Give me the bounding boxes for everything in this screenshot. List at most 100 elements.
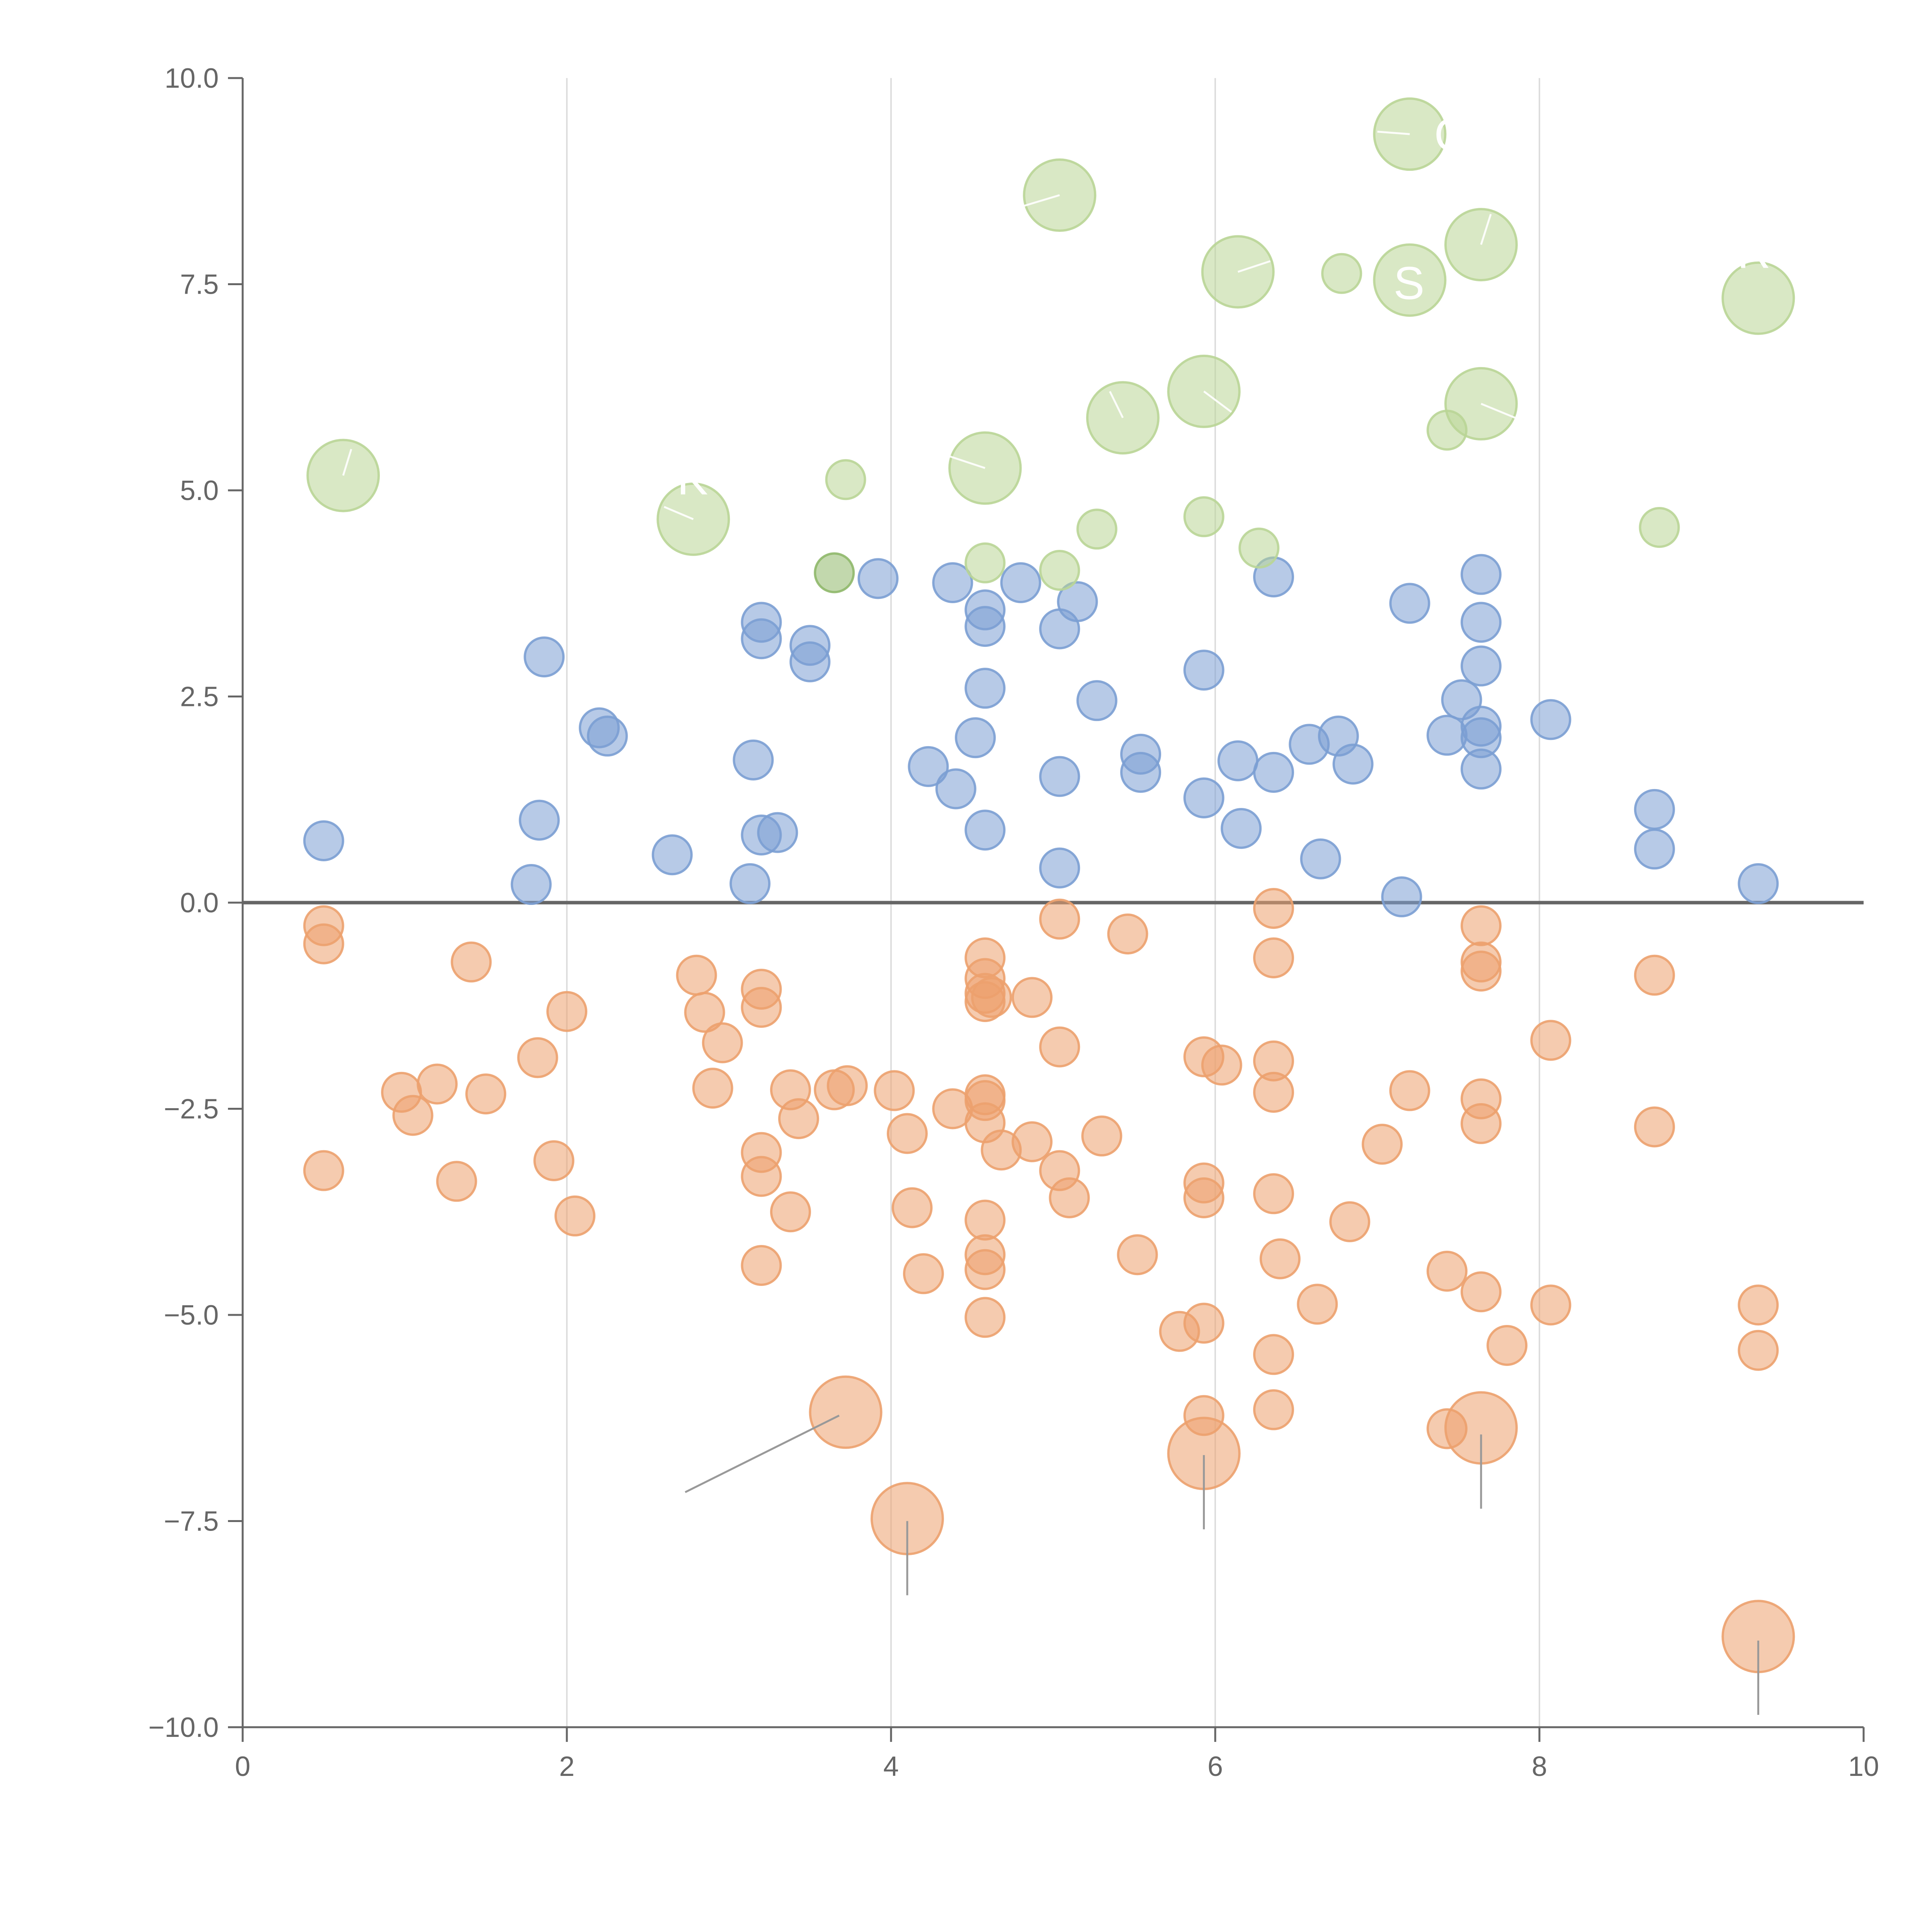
y-tick-label: 7.5 — [180, 269, 219, 300]
blue-point — [964, 606, 1006, 647]
orange-point — [964, 1249, 1006, 1290]
leader-line — [1203, 390, 1232, 413]
y-tick-label: 5.0 — [180, 475, 219, 506]
orange-point — [1039, 1026, 1080, 1068]
green-point — [1076, 509, 1117, 550]
annotation-label: C — [1434, 109, 1468, 161]
orange-point — [1460, 1103, 1502, 1144]
x-tick-label: 10 — [1848, 1751, 1879, 1782]
orange-point — [770, 1191, 811, 1233]
green-point — [1039, 549, 1080, 591]
blue-point — [519, 799, 560, 841]
orange-point — [1081, 1115, 1122, 1156]
blue-point — [651, 834, 693, 876]
blue-point — [733, 739, 774, 781]
blue-point — [1381, 876, 1422, 918]
orange-point — [1530, 1020, 1571, 1061]
green-point — [1426, 410, 1468, 451]
orange-point — [554, 1195, 595, 1236]
blue-point — [1460, 554, 1502, 595]
blue-point — [1000, 562, 1041, 604]
leader-line — [1109, 391, 1124, 418]
orange-point — [827, 1065, 868, 1106]
blue-point — [1460, 748, 1502, 790]
annotation-labels: C S R K — [677, 109, 1770, 505]
orange-point — [1049, 1177, 1090, 1218]
orange-point — [465, 1073, 507, 1115]
orange-point — [741, 1156, 782, 1197]
blue-point — [730, 863, 771, 904]
orange-point — [303, 923, 344, 964]
data-points — [303, 97, 1795, 1673]
blue-point — [1426, 714, 1468, 756]
orange-point — [702, 1022, 743, 1063]
leader-line — [947, 454, 986, 469]
orange-point — [1253, 1334, 1294, 1375]
orange-point — [1460, 1271, 1502, 1313]
leader-line — [1480, 214, 1492, 245]
annotation-label: S — [1393, 257, 1424, 309]
orange-point — [1253, 888, 1294, 929]
orange-point — [1107, 913, 1148, 955]
orange-point — [451, 941, 492, 983]
blue-point — [303, 820, 344, 861]
blue-point — [1389, 583, 1430, 624]
blue-point — [757, 812, 798, 853]
blue-point — [1076, 680, 1117, 721]
blue-point — [857, 558, 899, 599]
orange-point — [392, 1095, 434, 1136]
orange-point — [886, 1113, 928, 1154]
orange-point — [1039, 898, 1080, 940]
blue-point — [1738, 863, 1779, 904]
blue-point — [1039, 847, 1080, 889]
annotation-label: K — [677, 453, 708, 505]
orange-point — [1460, 951, 1502, 992]
orange-point — [1389, 1070, 1430, 1111]
orange-point — [971, 977, 1012, 1018]
blue-point — [1460, 645, 1502, 687]
leader-lines — [342, 131, 1759, 1715]
y-tick-label: −10.0 — [148, 1712, 219, 1743]
orange-point — [1253, 1071, 1294, 1113]
orange-point — [874, 1070, 915, 1111]
orange-point — [1183, 1177, 1225, 1218]
green-point — [825, 459, 866, 500]
orange-point — [1253, 1173, 1294, 1214]
blue-point — [1300, 838, 1341, 879]
blue-point — [1039, 756, 1080, 797]
blue-point — [1634, 789, 1675, 830]
leader-line — [1024, 194, 1060, 207]
blue-point — [1221, 808, 1262, 849]
orange-point — [1426, 1250, 1468, 1292]
orange-point — [517, 1037, 558, 1078]
orange-point — [741, 1245, 782, 1286]
orange-point — [903, 1253, 944, 1294]
orange-point — [778, 1098, 819, 1139]
blue-point — [789, 641, 831, 682]
green-point — [1183, 496, 1225, 537]
leader-line — [685, 1415, 840, 1493]
orange-point — [1634, 954, 1675, 996]
blue-point — [1332, 743, 1374, 785]
y-tick-label: −5.0 — [164, 1300, 219, 1331]
orange-point — [1011, 977, 1053, 1018]
annotation-label: R — [1737, 226, 1771, 278]
leader-line — [342, 449, 352, 476]
green-point — [964, 542, 1006, 583]
blue-point — [935, 768, 976, 810]
blue-point — [1253, 752, 1294, 793]
orange-point — [1634, 1106, 1675, 1148]
green-point — [1639, 507, 1680, 548]
orange-point — [303, 1150, 344, 1191]
green-point — [1721, 261, 1795, 335]
y-tick-label: 10.0 — [165, 63, 219, 94]
blue-point — [1460, 602, 1502, 643]
blue-point — [524, 636, 565, 678]
orange-point — [684, 992, 725, 1033]
leader-line — [1481, 403, 1516, 419]
y-tick-label: 0.0 — [180, 888, 219, 918]
orange-point — [676, 954, 717, 996]
orange-point — [1738, 1284, 1779, 1326]
y-tick-label: 2.5 — [180, 682, 219, 713]
orange-point — [1201, 1044, 1242, 1086]
